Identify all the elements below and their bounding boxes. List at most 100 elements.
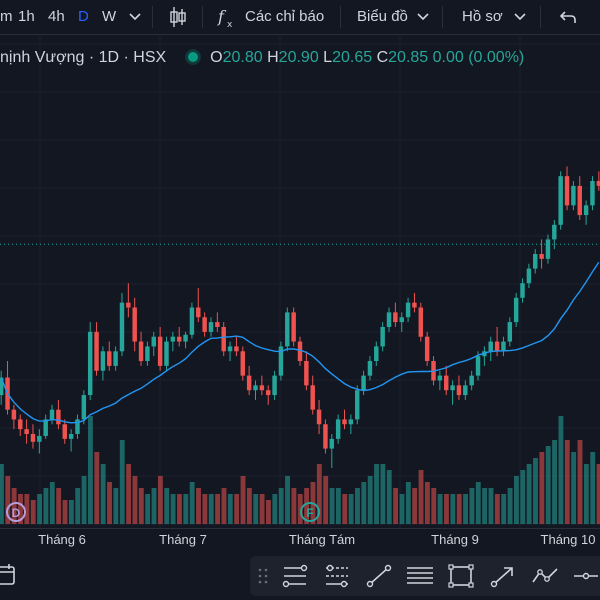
open-value: 20.80 xyxy=(222,49,263,66)
price-chart[interactable] xyxy=(0,34,600,528)
candle xyxy=(361,375,366,391)
candle xyxy=(564,176,570,206)
fx-icon[interactable]: f x xyxy=(216,6,238,30)
candle xyxy=(577,185,582,216)
candle xyxy=(94,331,99,371)
candle xyxy=(590,181,595,206)
volume-bar xyxy=(335,488,341,524)
toolbar-divider xyxy=(442,6,443,28)
dividend-marker[interactable]: D xyxy=(6,502,26,522)
volume-bar xyxy=(62,500,68,524)
volume-bar xyxy=(488,488,494,524)
volume-bar xyxy=(342,494,348,524)
volume-bar xyxy=(475,482,481,524)
volume-bar xyxy=(533,458,538,524)
candle xyxy=(272,375,277,396)
chevron-down-icon[interactable] xyxy=(416,11,430,23)
volume-bar xyxy=(374,464,379,524)
volume-bar xyxy=(37,494,43,524)
arrow-line-icon[interactable] xyxy=(488,562,518,590)
toolbar-divider xyxy=(540,6,541,28)
volume-bar xyxy=(482,488,488,524)
candle xyxy=(81,395,87,420)
candle xyxy=(552,224,557,240)
candle xyxy=(246,375,252,391)
timeframe-4h[interactable]: 4h xyxy=(48,8,65,25)
gann-fan-icon[interactable] xyxy=(322,562,352,590)
volume-bar xyxy=(444,494,449,524)
volume-bar xyxy=(386,470,392,524)
volume-bar xyxy=(571,452,577,524)
volume-bar xyxy=(348,494,354,524)
volume-bar xyxy=(323,476,329,524)
volume-bar xyxy=(234,494,240,524)
chart-menu-button[interactable]: Biểu đồ xyxy=(357,8,408,25)
low-value: 20.65 xyxy=(332,49,373,66)
timeframe-d[interactable]: D xyxy=(78,8,89,25)
toolbar-divider xyxy=(202,6,203,28)
volume-bar xyxy=(68,500,74,524)
financials-marker[interactable]: F xyxy=(300,502,320,522)
candle xyxy=(11,409,17,420)
volume-bar xyxy=(132,476,138,524)
candle xyxy=(399,317,404,323)
volume-bar xyxy=(227,494,233,524)
candle xyxy=(265,390,271,396)
candle xyxy=(259,385,265,391)
profile-menu-button[interactable]: Hồ sơ xyxy=(462,8,503,25)
candle xyxy=(119,302,125,352)
volume-bar xyxy=(456,494,462,524)
volume-bar xyxy=(424,482,430,524)
volume-bar xyxy=(501,494,507,524)
parallel-channel-icon[interactable] xyxy=(404,562,434,590)
volume-bar xyxy=(49,482,55,524)
time-axis: Tháng 6 Tháng 7 Tháng Tám Tháng 9 Tháng … xyxy=(0,528,600,553)
volume-bar xyxy=(240,476,246,524)
chevron-down-icon[interactable] xyxy=(128,11,142,23)
candle xyxy=(68,434,74,439)
undo-icon[interactable] xyxy=(558,9,578,25)
trend-line-icon[interactable] xyxy=(364,562,394,590)
fib-retracement-icon[interactable] xyxy=(280,562,310,590)
high-value: 20.90 xyxy=(278,49,319,66)
volume-bar xyxy=(355,488,360,524)
candle xyxy=(329,438,335,449)
candle xyxy=(380,326,385,347)
horizontal-line-icon[interactable] xyxy=(572,562,600,590)
volume-bar xyxy=(393,488,399,524)
candle xyxy=(253,385,258,391)
rectangle-icon[interactable] xyxy=(446,562,476,590)
candle xyxy=(405,302,411,318)
candle xyxy=(354,390,360,420)
candles-icon[interactable] xyxy=(168,6,188,28)
candle xyxy=(437,375,443,381)
candle xyxy=(323,424,328,449)
volume-bar xyxy=(151,488,157,524)
volume-bar xyxy=(81,476,87,524)
symbol-title[interactable]: nịnh Vượng · 1D · HSX xyxy=(0,49,167,66)
candle xyxy=(126,302,131,308)
candle xyxy=(151,336,156,347)
candle xyxy=(444,375,449,391)
candle xyxy=(202,317,207,332)
candle xyxy=(240,351,246,376)
timeframe-m[interactable]: m xyxy=(0,8,13,25)
volume-bar xyxy=(329,488,335,524)
volume-bar xyxy=(412,488,418,524)
chevron-down-icon[interactable] xyxy=(513,11,527,23)
volume-bar xyxy=(164,488,170,524)
timeframe-1h[interactable]: 1h xyxy=(18,8,35,25)
timeframe-w[interactable]: W xyxy=(102,8,117,25)
top-toolbar: m 1h 4h D W f x Các chỉ báo Biểu đồ Hồ s… xyxy=(0,0,600,35)
drag-handle-icon[interactable] xyxy=(256,562,270,590)
volume-bar xyxy=(24,494,30,524)
candle xyxy=(62,424,67,439)
volume-bar xyxy=(119,440,125,524)
indicators-button[interactable]: Các chỉ báo xyxy=(245,8,325,25)
volume-bar xyxy=(0,464,4,524)
calendar-icon[interactable] xyxy=(0,562,20,588)
candle xyxy=(507,322,513,342)
volume-bar xyxy=(208,494,214,524)
moving-average-line xyxy=(0,261,600,424)
pattern-icon[interactable] xyxy=(530,562,560,590)
